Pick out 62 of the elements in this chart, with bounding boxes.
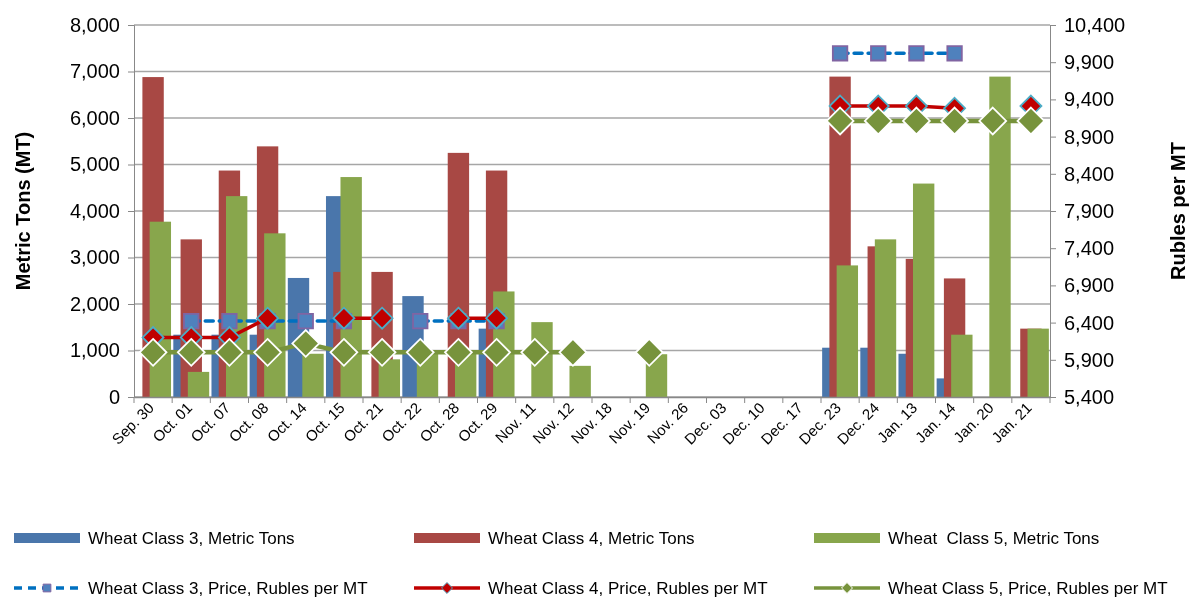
y-tick-label: 1,000 [69,339,120,362]
y2-tick-label: 7,900 [1064,199,1115,222]
y2-tick-label: 6,900 [1064,274,1115,297]
point [902,106,931,136]
legend-label: Wheat Class 3, Price, Rubles per MT [88,579,368,598]
point [370,306,394,330]
point [482,338,511,367]
y2-tick-label: 9,900 [1064,51,1115,74]
legend-label: Wheat Class 4, Price, Rubles per MT [488,579,768,598]
legend-label: Wheat Class 3, Metric Tons [88,529,295,548]
bar [874,239,897,397]
point [863,106,893,136]
y-tick-label: 7,000 [69,60,120,83]
legend-label: Wheat Class 5, Price, Rubles per MT [888,579,1168,598]
bar [989,76,1011,397]
point [138,338,168,367]
y2-tick-label: 5,900 [1064,348,1115,371]
y-tick-label: 5,000 [69,153,120,176]
y-tick-label: 2,000 [69,292,120,315]
y2-tick-label: 7,400 [1064,237,1115,260]
point [1016,106,1046,136]
point [176,338,206,367]
bar [302,353,324,397]
point [329,338,359,367]
bar [378,359,401,397]
y-tick-label: 3,000 [69,246,120,269]
y2-tick-label: 10,400 [1064,13,1126,36]
bar [951,334,973,397]
point [332,306,356,330]
point [253,338,282,367]
y2-tick-label: 8,900 [1064,125,1115,148]
point [978,106,1008,136]
y2-tick-label: 8,400 [1064,162,1115,185]
bar [836,265,859,397]
bar [187,371,210,397]
point [447,306,470,330]
point [485,306,508,330]
y2-tick-label: 5,400 [1064,385,1115,408]
point [634,338,664,367]
legend-label: Wheat Class 4, Metric Tons [488,529,695,548]
bar [912,183,935,397]
point [367,338,397,367]
point [520,338,550,367]
y-tick-label: 8,000 [69,13,120,36]
legend-label: Wheat Class 5, Metric Tons [888,529,1100,548]
y2-tick-label: 9,400 [1064,88,1115,111]
point [291,329,321,358]
point [825,106,855,136]
y-tick-label: 0 [108,385,120,408]
point [558,338,588,367]
bar [569,365,591,397]
y2-axis-title: Rubles per MT [1167,142,1189,280]
point [215,338,244,367]
bar [1027,328,1049,397]
point [256,306,279,330]
y-axis-title: Metric Tons (MT) [12,131,34,291]
point [444,338,473,367]
y-tick-label: 4,000 [69,199,120,222]
y2-tick-label: 6,400 [1064,311,1115,334]
y-tick-label: 6,000 [69,106,120,129]
point [405,338,435,367]
point [940,106,969,136]
